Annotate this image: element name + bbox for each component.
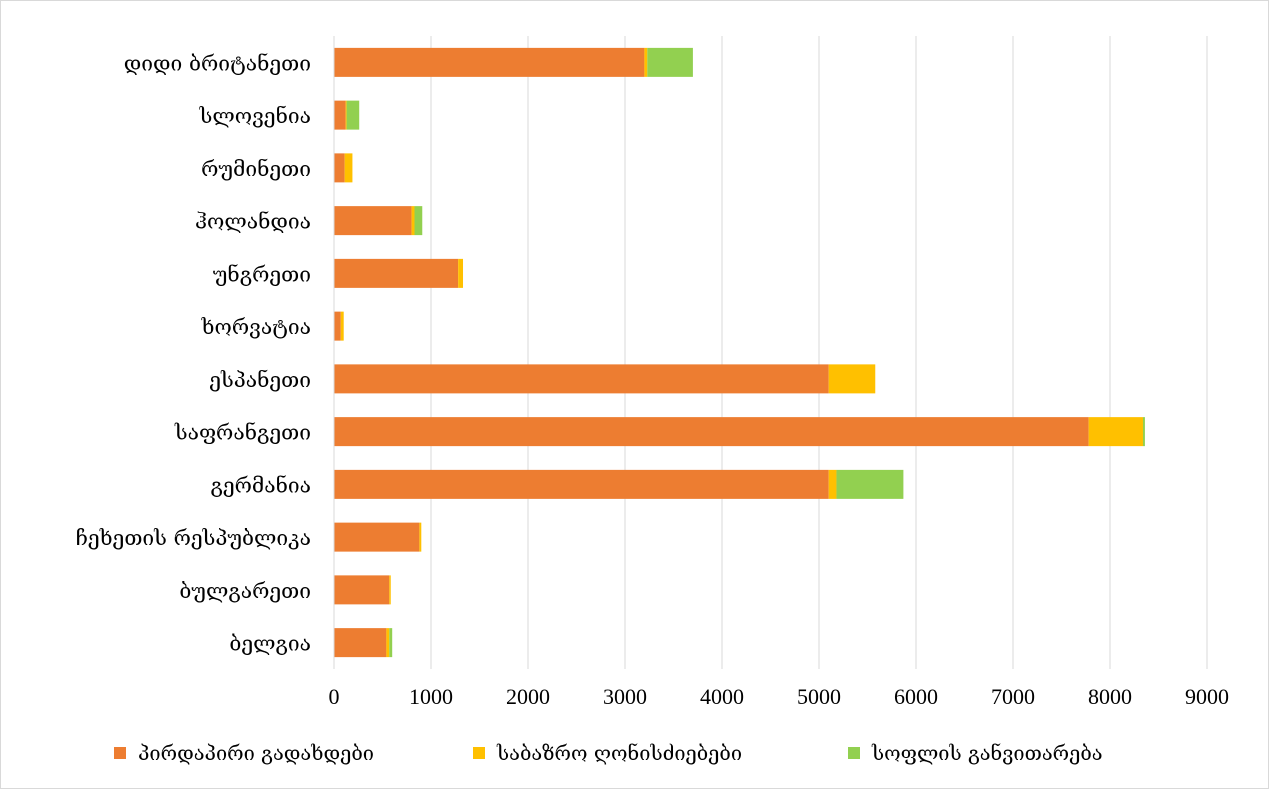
legend-swatch bbox=[114, 747, 126, 759]
x-tick-label: 1000 bbox=[409, 684, 453, 709]
category-label: ჩეხეთის რესპუბლიკა bbox=[76, 526, 311, 550]
legend-label: სოფლის განვითარება bbox=[871, 741, 1103, 765]
bar-segment-series-2 bbox=[389, 575, 391, 605]
bar-segment-series-1 bbox=[334, 100, 346, 130]
bar-segment-series-2 bbox=[340, 311, 344, 341]
x-tick-label: 0 bbox=[329, 684, 340, 709]
bar-segment-series-2 bbox=[1088, 417, 1143, 447]
bar-segment-series-2 bbox=[386, 628, 390, 658]
bars bbox=[334, 47, 1145, 658]
category-label: რუმინეთი bbox=[201, 157, 311, 181]
category-labels: დიდი ბრიტანეთი სლოვენია რუმინეთი ჰოლანდია უნ… bbox=[76, 51, 311, 655]
x-tick-label: 3000 bbox=[603, 684, 647, 709]
bar-segment-series-1 bbox=[334, 311, 341, 341]
bar-segment-series-2 bbox=[419, 522, 422, 552]
bar-segment-series-2 bbox=[644, 47, 648, 77]
bar-segment-series-1 bbox=[334, 417, 1089, 447]
category-label: საფრანგეთი bbox=[174, 421, 311, 445]
x-tick-label: 5000 bbox=[797, 684, 841, 709]
bar-segment-series-2 bbox=[828, 469, 837, 499]
bar-segment-series-2 bbox=[345, 100, 347, 130]
bar-segment-series-1 bbox=[334, 206, 412, 236]
bar-segment-series-2 bbox=[458, 258, 464, 288]
category-label: ხორვატია bbox=[201, 315, 311, 339]
bar-segment-series-3 bbox=[836, 469, 904, 499]
x-tick-labels: 0 1000 2000 3000 4000 5000 6000 7000 8000 9000 bbox=[329, 684, 1230, 709]
legend-swatch bbox=[473, 747, 485, 759]
category-label: ბელგია bbox=[229, 632, 311, 656]
bar-segment-series-1 bbox=[334, 628, 387, 658]
category-label: უნგრეთი bbox=[213, 262, 311, 286]
category-label: ჰოლანდია bbox=[195, 210, 311, 234]
gridlines bbox=[430, 36, 1208, 669]
bar-segment-series-1 bbox=[334, 469, 829, 499]
bar-segment-series-2 bbox=[344, 153, 353, 183]
legend: პირდაპირი გადახდები საბაზრო ღონისძიებები ს… bbox=[114, 741, 1103, 765]
bar-segment-series-1 bbox=[334, 522, 420, 552]
legend-label: პირდაპირი გადახდები bbox=[138, 741, 374, 765]
x-tick-label: 6000 bbox=[894, 684, 938, 709]
bar-segment-series-3 bbox=[414, 206, 423, 236]
bar-segment-series-3 bbox=[647, 47, 693, 77]
bar-segment-series-1 bbox=[334, 47, 645, 77]
x-tick-label: 9000 bbox=[1185, 684, 1229, 709]
category-label: ბულგარეთი bbox=[179, 579, 311, 603]
category-label: დიდი ბრიტანეთი bbox=[124, 51, 311, 75]
x-tick-label: 8000 bbox=[1088, 684, 1132, 709]
bar-segment-series-1 bbox=[334, 258, 459, 288]
bar-segment-series-3 bbox=[389, 628, 393, 658]
category-label: გერმანია bbox=[210, 473, 311, 497]
category-label: სლოვენია bbox=[199, 104, 311, 128]
x-tick-label: 2000 bbox=[506, 684, 550, 709]
category-label: ესპანეთი bbox=[209, 368, 311, 392]
legend-swatch bbox=[848, 747, 860, 759]
bar-segment-series-3 bbox=[346, 100, 360, 130]
bar-segment-series-3 bbox=[1142, 417, 1145, 447]
bar-segment-series-2 bbox=[411, 206, 415, 236]
bar-segment-series-1 bbox=[334, 575, 390, 605]
bar-segment-series-2 bbox=[828, 364, 876, 394]
x-tick-label: 7000 bbox=[991, 684, 1035, 709]
legend-label: საბაზრო ღონისძიებები bbox=[496, 741, 742, 765]
x-tick-label: 4000 bbox=[700, 684, 744, 709]
bar-segment-series-1 bbox=[334, 153, 345, 183]
bar-segment-series-1 bbox=[334, 364, 829, 394]
